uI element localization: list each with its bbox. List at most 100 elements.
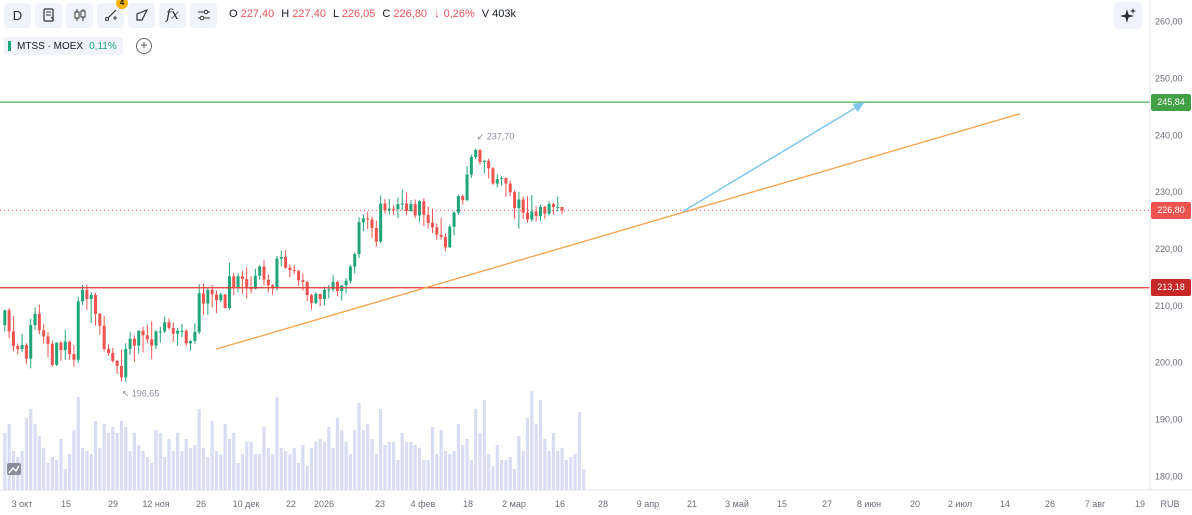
compare-plus-button[interactable]: + [136,38,152,54]
volume-bar [137,445,141,490]
volume-bar [223,424,227,490]
high-annotation: ↙ 237,70 [477,131,515,141]
price-tick-label: 200,00 [1155,358,1183,368]
volume-bar [461,445,465,490]
time-tick-label: 27 [822,499,832,509]
candle-body [405,203,409,211]
candle-body [85,289,89,299]
volume-bar [106,433,111,490]
candle-body [314,293,318,303]
volume-bar [530,391,534,490]
interval-label: D [12,7,23,23]
time-tick-label: 2 мар [502,499,526,509]
candle-body [119,366,123,378]
volume-bar [422,460,426,490]
candle-body [154,331,158,346]
volume-bar [538,400,543,490]
candle-body [495,179,499,184]
volume-bar [132,433,136,490]
volume-bar [258,454,262,490]
candle-body [50,343,54,365]
volume-bar [370,439,374,490]
volume-bar [180,451,184,490]
volume-bar [465,439,469,490]
candle-body [357,222,361,255]
candle-body [249,288,253,290]
candle-body [63,341,67,351]
volume-bar [318,439,322,490]
volume-bar [154,430,158,490]
candle-body [176,330,180,334]
volume-bar [327,427,331,490]
drawings[interactable]: ↙ 237,70 ↖ 196,65 [0,101,1150,399]
volume-bar [59,439,63,490]
candle-body [374,227,378,242]
candle-body [24,345,28,359]
volume-bar [80,448,85,490]
volume-bar [439,430,443,490]
time-tick-label: 29 [108,499,118,509]
candle-body [297,270,301,281]
candle-body [16,346,20,350]
candle-body [124,349,128,378]
low-annotation: ↖ 196,65 [122,389,160,399]
time-tick-label: 10 дек [233,499,260,509]
change-arrow-icon: ↓ [434,8,440,20]
candle-body [150,339,154,346]
change-value: 0,26% [443,8,475,20]
volume-bar [309,448,314,490]
candle-body [366,218,370,220]
price-tick-label: 180,00 [1155,471,1183,481]
candle-body [89,295,93,299]
volume-bar [366,424,370,490]
time-tick-label: 16 [555,499,565,509]
candle-body [491,168,495,184]
volume-bar [63,469,67,490]
candle-body [180,330,184,332]
drawing-tools-icon[interactable]: 4 [97,0,128,28]
trendline [216,113,1021,350]
candle-body [258,266,262,276]
volume-bar [551,433,556,490]
candle-body [465,174,469,201]
time-tick-label: 8 июн [857,499,881,509]
interval-button[interactable]: D [4,2,31,28]
candle-body [534,211,538,217]
indicators-fx-button[interactable]: fx [159,2,186,28]
volume-bar [124,427,128,490]
volume-bar [240,454,244,490]
candle-body [37,313,41,331]
chart-type-candles-icon[interactable] [66,2,93,28]
volume-bar [193,445,197,490]
symbol-legend[interactable]: MTSS · MOEX 0,11% [4,37,123,55]
volume-bar [72,430,76,490]
volume-bar [383,445,387,490]
volume-bar [374,454,378,490]
indicators-list-icon[interactable] [35,2,62,28]
candle-body [344,280,348,286]
time-tick-label: 20 [910,499,920,509]
settings-sliders-icon[interactable] [190,2,217,28]
candle-body [508,183,512,193]
price-tick-label: 220,00 [1155,244,1183,254]
red-line-price-tag: 213,18 [1151,279,1191,297]
volume-bar [46,463,50,490]
volume-bar [176,433,180,490]
volume-bar [279,448,283,490]
time-tick-label: 2026 [314,499,334,509]
candle-body [327,289,331,291]
candle-body [310,295,314,303]
volume-bar [500,460,504,490]
volume-bar [284,451,288,490]
volume-bar [33,424,37,490]
time-tick-label: 23 [375,499,385,509]
candle-body [262,266,266,280]
volume-bar [29,409,33,490]
volume-bar [474,409,478,490]
candle-body [526,212,530,220]
pattern-tool-icon[interactable] [128,2,155,28]
volume-icon[interactable] [7,463,21,475]
ai-sparkle-button[interactable] [1114,2,1142,29]
